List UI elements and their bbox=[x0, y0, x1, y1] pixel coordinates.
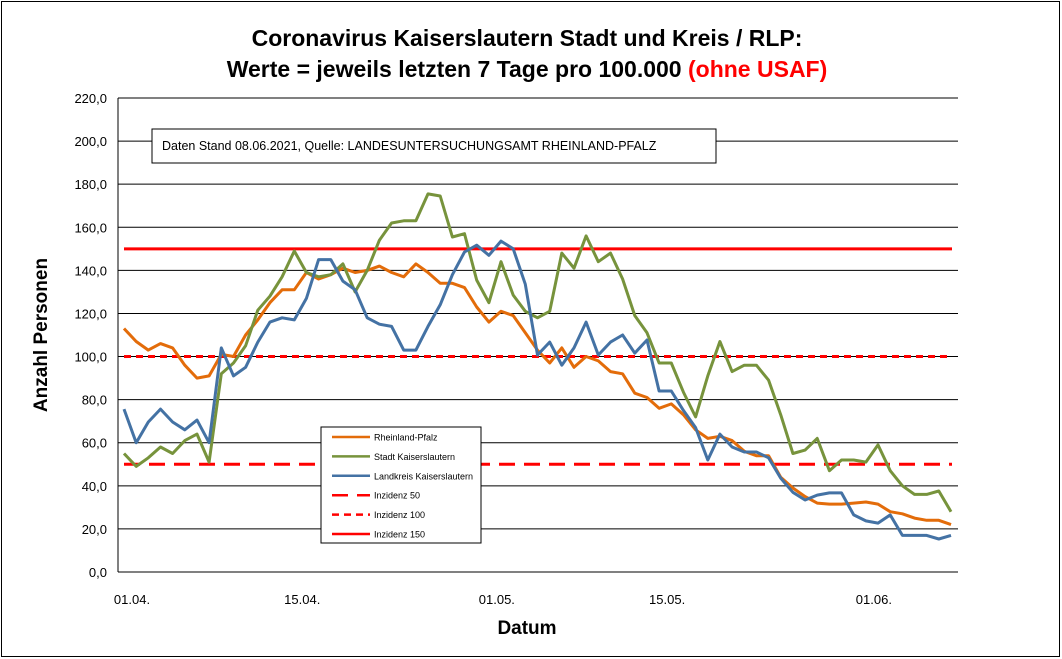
legend-label: Inzidenz 100 bbox=[374, 510, 425, 520]
y-tick-label: 120,0 bbox=[74, 306, 107, 321]
legend: Rheinland-Pfalz Stadt Kaiserslautern Landk… bbox=[320, 426, 482, 544]
annotation-box: Daten Stand 08.06.2021, Quelle: LANDESUN… bbox=[151, 128, 717, 164]
x-tick-label: 15.05. bbox=[649, 592, 685, 607]
series-stadt-kaiserslautern bbox=[122, 192, 953, 513]
y-tick-label: 40,0 bbox=[82, 479, 107, 494]
legend-label: Inzidenz 150 bbox=[374, 530, 425, 540]
y-tick-label: 20,0 bbox=[82, 522, 107, 537]
y-tick-label: 80,0 bbox=[82, 393, 107, 408]
legend-label: Rheinland-Pfalz bbox=[374, 433, 438, 443]
series-lines bbox=[122, 192, 953, 541]
y-tick-label: 180,0 bbox=[74, 177, 107, 192]
y-tick-label: 100,0 bbox=[74, 350, 107, 365]
x-axis-label: Datum bbox=[497, 618, 556, 639]
title-highlight: (ohne USAF) bbox=[688, 56, 827, 82]
legend-label: Landkreis Kaiserslautern bbox=[374, 471, 473, 481]
y-tick-label: 200,0 bbox=[74, 134, 107, 149]
y-axis-label: Anzahl Personen bbox=[31, 258, 52, 412]
legend-label: Stadt Kaiserslautern bbox=[374, 452, 455, 462]
title-main: Werte = jeweils letzten 7 Tage pro 100.0… bbox=[227, 56, 688, 82]
chart-title-line1: Coronavirus Kaiserslautern Stadt und Kre… bbox=[252, 25, 803, 51]
y-tick-labels: 0,0 20,0 40,0 60,0 80,0 100,0 120,0 140,0 160,0 1… bbox=[74, 91, 107, 580]
x-tick-label: 01.06. bbox=[856, 592, 892, 607]
y-tick-label: 0,0 bbox=[89, 565, 107, 580]
x-tick-label: 01.05. bbox=[479, 592, 515, 607]
x-tick-label: 15.04. bbox=[284, 592, 320, 607]
series-landkreis-kaiserslautern bbox=[122, 239, 952, 541]
legend-label: Inzidenz 50 bbox=[374, 491, 420, 501]
y-tick-label: 160,0 bbox=[74, 220, 107, 235]
y-tick-label: 220,0 bbox=[74, 91, 107, 106]
y-tick-label: 60,0 bbox=[82, 436, 107, 451]
x-tick-labels: 01.04. 15.04. 01.05. 15.05. 01.06. bbox=[114, 592, 892, 607]
x-tick-label: 01.04. bbox=[114, 592, 150, 607]
annotation-text: Daten Stand 08.06.2021, Quelle: LANDESUN… bbox=[162, 139, 657, 153]
chart-title-line2: Werte = jeweils letzten 7 Tage pro 100.0… bbox=[227, 56, 828, 82]
y-tick-label: 140,0 bbox=[74, 263, 107, 278]
